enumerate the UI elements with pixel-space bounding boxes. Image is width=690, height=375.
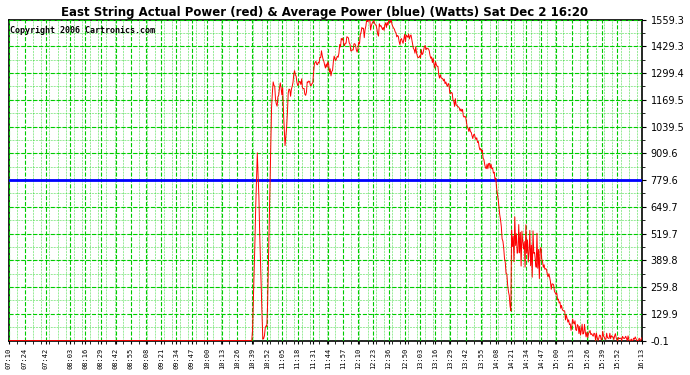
Title: East String Actual Power (red) & Average Power (blue) (Watts) Sat Dec 2 16:20: East String Actual Power (red) & Average… [61,6,589,18]
Text: Copyright 2006 Cartronics.com: Copyright 2006 Cartronics.com [10,26,155,35]
